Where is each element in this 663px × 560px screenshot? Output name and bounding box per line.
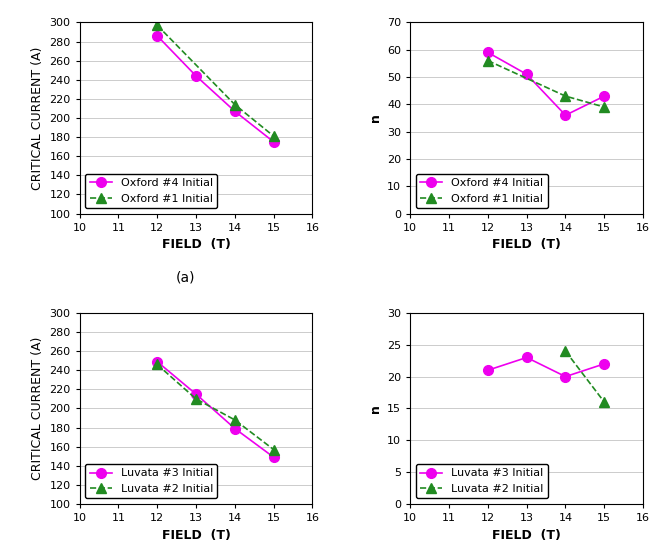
Oxford #1 Initial <box>270 133 278 139</box>
Oxford #1 Initial <box>231 101 239 108</box>
X-axis label: FIELD  (T): FIELD (T) <box>162 529 231 542</box>
Luvata #3 Initial <box>153 358 161 365</box>
Oxford #4 Initial <box>153 32 161 39</box>
Text: (a): (a) <box>176 270 196 284</box>
X-axis label: FIELD  (T): FIELD (T) <box>492 529 561 542</box>
Luvata #3 Initial <box>562 373 570 380</box>
Oxford #1 Initial <box>600 104 608 110</box>
Luvata #3 Initial <box>192 391 200 398</box>
X-axis label: FIELD  (T): FIELD (T) <box>162 238 231 251</box>
Y-axis label: CRITICAL CURRENT (A): CRITICAL CURRENT (A) <box>30 46 44 190</box>
Legend: Oxford #4 Initial, Oxford #1 Initial: Oxford #4 Initial, Oxford #1 Initial <box>85 174 217 208</box>
Luvata #3 Initial <box>270 454 278 460</box>
Luvata #2 Initial <box>231 417 239 423</box>
Line: Oxford #4 Initial: Oxford #4 Initial <box>483 48 609 120</box>
Luvata #3 Initial <box>600 361 608 367</box>
Line: Oxford #1 Initial: Oxford #1 Initial <box>152 20 278 141</box>
Line: Luvata #3 Initial: Luvata #3 Initial <box>483 353 609 381</box>
Oxford #1 Initial <box>484 57 492 64</box>
Legend: Luvata #3 Initial, Luvata #2 Initial: Luvata #3 Initial, Luvata #2 Initial <box>85 464 217 498</box>
Luvata #2 Initial <box>562 348 570 354</box>
Luvata #3 Initial <box>484 367 492 374</box>
Oxford #1 Initial <box>562 93 570 100</box>
Line: Luvata #2 Initial: Luvata #2 Initial <box>152 360 278 454</box>
Line: Oxford #4 Initial: Oxford #4 Initial <box>152 31 278 147</box>
Y-axis label: n: n <box>369 114 381 123</box>
Luvata #2 Initial <box>192 395 200 402</box>
Oxford #4 Initial <box>562 112 570 119</box>
Luvata #2 Initial <box>153 361 161 368</box>
Oxford #1 Initial <box>153 22 161 29</box>
Line: Luvata #3 Initial: Luvata #3 Initial <box>152 357 278 462</box>
Luvata #2 Initial <box>270 446 278 453</box>
X-axis label: FIELD  (T): FIELD (T) <box>492 238 561 251</box>
Luvata #3 Initial <box>231 425 239 432</box>
Legend: Oxford #4 Initial, Oxford #1 Initial: Oxford #4 Initial, Oxford #1 Initial <box>416 174 548 208</box>
Line: Oxford #1 Initial: Oxford #1 Initial <box>483 56 609 112</box>
Oxford #4 Initial <box>192 73 200 80</box>
Y-axis label: CRITICAL CURRENT (A): CRITICAL CURRENT (A) <box>30 337 44 480</box>
Oxford #4 Initial <box>522 71 530 78</box>
Oxford #4 Initial <box>231 108 239 115</box>
Legend: Luvata #3 Initial, Luvata #2 Initial: Luvata #3 Initial, Luvata #2 Initial <box>416 464 548 498</box>
Oxford #4 Initial <box>600 93 608 100</box>
Oxford #4 Initial <box>270 138 278 145</box>
Luvata #3 Initial <box>522 354 530 361</box>
Y-axis label: n: n <box>369 404 381 413</box>
Oxford #4 Initial <box>484 49 492 56</box>
Line: Luvata #2 Initial: Luvata #2 Initial <box>561 346 609 407</box>
Luvata #2 Initial <box>600 399 608 405</box>
